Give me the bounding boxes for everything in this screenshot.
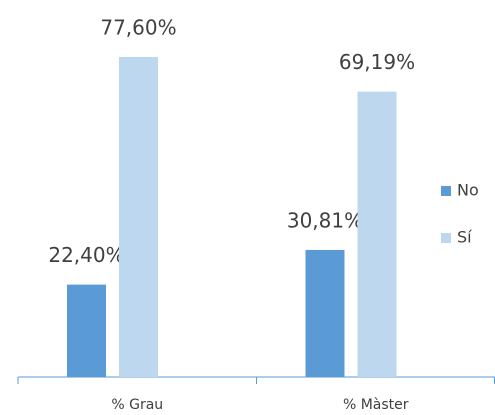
bar <box>357 91 397 378</box>
bar <box>119 56 158 377</box>
data-label: 77,60% <box>100 15 176 39</box>
legend-label: No <box>457 181 479 200</box>
legend-swatch <box>441 233 451 243</box>
legend-label: Sí <box>457 228 472 247</box>
bar <box>305 249 345 377</box>
data-label: 30,81% <box>287 208 363 232</box>
data-label: 69,19% <box>339 50 415 74</box>
legend-swatch <box>441 186 451 196</box>
data-label: 22,40% <box>48 243 124 267</box>
x-tick-label: % Grau <box>111 397 163 413</box>
x-tick-label: % Màster <box>343 397 409 413</box>
bar <box>67 284 106 377</box>
